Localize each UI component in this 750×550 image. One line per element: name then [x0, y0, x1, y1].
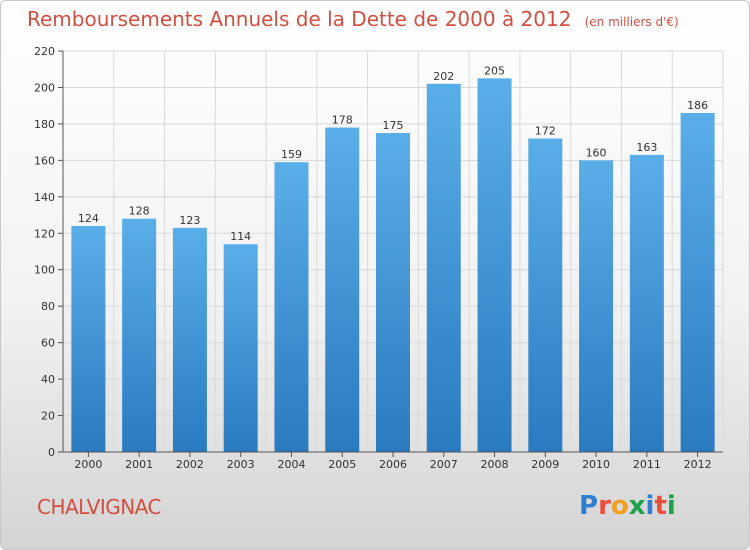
bar: [528, 138, 563, 452]
bar: [274, 162, 309, 452]
logo-letter: t: [654, 491, 667, 521]
x-tick-label: 2010: [582, 458, 610, 471]
logo-letter: o: [610, 491, 629, 521]
data-label: 123: [179, 214, 200, 227]
data-label: 114: [230, 230, 251, 243]
bar: [629, 154, 664, 453]
y-tick-label: 180: [34, 118, 55, 131]
chart-title-text: Remboursements Annuels de la Dette de 20…: [27, 7, 572, 31]
bar: [71, 225, 106, 452]
bar: [325, 127, 360, 453]
y-tick-label: 80: [41, 300, 55, 313]
y-tick-label: 160: [34, 154, 55, 167]
proxiti-logo: Proxiti: [579, 491, 676, 521]
data-label: 124: [78, 212, 99, 225]
y-tick-label: 20: [41, 410, 55, 423]
x-tick-label: 2004: [277, 458, 305, 471]
bars: 124 128 123 114 159 178 175 202 205 172 160 163 186: [71, 64, 715, 453]
y-tick-label: 120: [34, 227, 55, 240]
logo-letter: i: [666, 491, 676, 521]
x-tick-label: 2001: [125, 458, 153, 471]
bar: [376, 133, 410, 453]
y-tick-label: 100: [34, 264, 55, 277]
bar: [122, 218, 157, 452]
data-label: 163: [636, 141, 657, 154]
x-tick-label: 2006: [379, 458, 407, 471]
logo-letter: x: [628, 491, 646, 521]
x-tick-label: 2007: [430, 458, 458, 471]
y-tick-label: 40: [41, 373, 55, 386]
data-label: 159: [281, 148, 302, 161]
place-name: CHALVIGNAC: [37, 495, 161, 519]
data-label: 172: [535, 124, 556, 137]
data-label: 160: [586, 146, 607, 159]
data-label: 186: [687, 99, 708, 112]
chart-title: Remboursements Annuels de la Dette de 20…: [27, 7, 679, 31]
bar: [223, 244, 258, 452]
data-label: 202: [433, 70, 454, 83]
bar: [579, 160, 614, 452]
x-tick-label: 2012: [684, 458, 712, 471]
y-tick-label: 220: [34, 45, 55, 58]
bar: [426, 83, 461, 453]
x-tick-label: 2000: [74, 458, 102, 471]
data-label: 205: [484, 64, 505, 77]
data-label: 178: [332, 114, 353, 127]
logo-letter: i: [645, 491, 655, 521]
logo-letter: r: [598, 491, 611, 521]
y-tick-label: 140: [34, 191, 55, 204]
bar: [477, 78, 512, 452]
x-tick-label: 2003: [227, 458, 255, 471]
x-tick-label: 2009: [531, 458, 559, 471]
data-label: 128: [129, 205, 150, 218]
y-tick-label: 0: [48, 446, 55, 459]
x-tick-label: 2011: [633, 458, 661, 471]
x-tick-label: 2008: [481, 458, 509, 471]
y-tick-label: 200: [34, 81, 55, 94]
x-tick-label: 2002: [176, 458, 204, 471]
axes: 0 20 40 60 80 100 120 140 160 180 200 220 2000 2001 20…: [34, 45, 723, 471]
chart-unit-note: (en milliers d'€): [584, 15, 679, 29]
bar: [680, 112, 715, 453]
y-tick-label: 60: [41, 337, 55, 350]
data-label: 175: [383, 119, 404, 132]
logo-letter: P: [579, 491, 599, 521]
bar: [172, 227, 207, 452]
x-tick-label: 2005: [328, 458, 356, 471]
